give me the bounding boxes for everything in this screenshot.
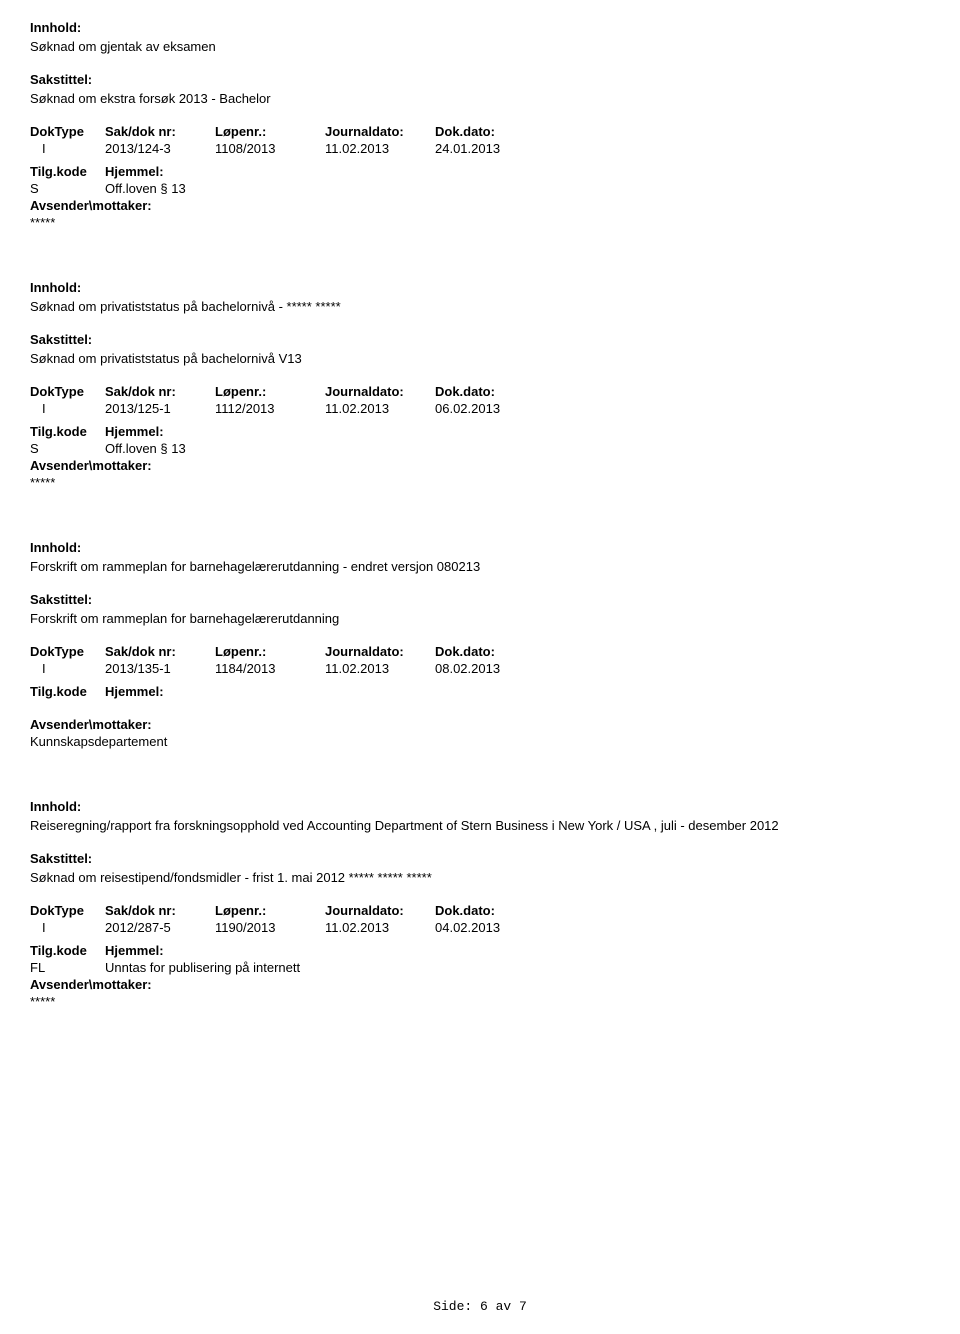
innhold-value: Søknad om gjentak av eksamen — [30, 39, 930, 54]
header-sakdok: Sak/dok nr: — [105, 644, 215, 659]
hjemmel-value-row: SOff.loven § 13 — [30, 181, 930, 196]
header-tilgkode: Tilg.kode — [30, 943, 105, 958]
value-journaldato: 11.02.2013 — [325, 661, 435, 676]
header-tilgkode: Tilg.kode — [30, 164, 105, 179]
header-lopenr: Løpenr.: — [215, 384, 325, 399]
innhold-value: Reiseregning/rapport fra forskningsoppho… — [30, 818, 930, 833]
header-journaldato: Journaldato: — [325, 644, 435, 659]
value-dokdato: 08.02.2013 — [435, 661, 545, 676]
innhold-label: Innhold: — [30, 20, 930, 35]
value-lopenr: 1184/2013 — [215, 661, 325, 676]
innhold-label: Innhold: — [30, 799, 930, 814]
avsender-label: Avsender\mottaker: — [30, 977, 930, 992]
value-hjemmel: Off.loven § 13 — [105, 181, 930, 196]
sakstittel-value: Søknad om reisestipend/fondsmidler - fri… — [30, 870, 930, 885]
sakstittel-label: Sakstittel: — [30, 72, 930, 87]
avsender-value: Kunnskapsdepartement — [30, 734, 930, 749]
journal-entry: Innhold: Søknad om gjentak av eksamen Saks… — [30, 20, 930, 230]
sakstittel-value: Søknad om privatiststatus på bachelorniv… — [30, 351, 930, 366]
avsender-label: Avsender\mottaker: — [30, 717, 930, 732]
value-dokdato: 06.02.2013 — [435, 401, 545, 416]
header-dokdato: Dok.dato: — [435, 644, 545, 659]
header-doktype: DokType — [30, 644, 105, 659]
value-journaldato: 11.02.2013 — [325, 141, 435, 156]
header-lopenr: Løpenr.: — [215, 903, 325, 918]
header-hjemmel: Hjemmel: — [105, 943, 930, 958]
spacer — [30, 701, 930, 717]
header-journaldato: Journaldato: — [325, 903, 435, 918]
hjemmel-header: Tilg.kodeHjemmel: — [30, 943, 930, 958]
header-doktype: DokType — [30, 903, 105, 918]
value-sakdok: 2012/287-5 — [105, 920, 215, 935]
hjemmel-header: Tilg.kodeHjemmel: — [30, 684, 930, 699]
header-journaldato: Journaldato: — [325, 384, 435, 399]
value-sakdok: 2013/125-1 — [105, 401, 215, 416]
innhold-value: Søknad om privatiststatus på bachelorniv… — [30, 299, 930, 314]
header-dokdato: Dok.dato: — [435, 903, 545, 918]
table-data-row: I2013/135-11184/201311.02.201308.02.2013 — [30, 661, 930, 676]
header-hjemmel: Hjemmel: — [105, 164, 930, 179]
value-dokdato: 04.02.2013 — [435, 920, 545, 935]
header-journaldato: Journaldato: — [325, 124, 435, 139]
hjemmel-header: Tilg.kodeHjemmel: — [30, 164, 930, 179]
journal-entry: Innhold: Forskrift om rammeplan for barne… — [30, 540, 930, 749]
value-tilgkode: S — [30, 181, 105, 196]
value-lopenr: 1190/2013 — [215, 920, 325, 935]
header-sakdok: Sak/dok nr: — [105, 384, 215, 399]
sakstittel-label: Sakstittel: — [30, 332, 930, 347]
avsender-value: ***** — [30, 994, 930, 1009]
value-doktype: I — [30, 141, 105, 156]
sakstittel-label: Sakstittel: — [30, 592, 930, 607]
table-data-row: I2012/287-51190/201311.02.201304.02.2013 — [30, 920, 930, 935]
header-lopenr: Løpenr.: — [215, 124, 325, 139]
value-lopenr: 1112/2013 — [215, 401, 325, 416]
page-footer: Side: 6 av 7 — [0, 1299, 960, 1314]
hjemmel-value-row: SOff.loven § 13 — [30, 441, 930, 456]
header-tilgkode: Tilg.kode — [30, 424, 105, 439]
table-data-row: I2013/125-11112/201311.02.201306.02.2013 — [30, 401, 930, 416]
value-journaldato: 11.02.2013 — [325, 401, 435, 416]
avsender-label: Avsender\mottaker: — [30, 198, 930, 213]
value-doktype: I — [30, 401, 105, 416]
value-dokdato: 24.01.2013 — [435, 141, 545, 156]
sakstittel-label: Sakstittel: — [30, 851, 930, 866]
header-dokdato: Dok.dato: — [435, 124, 545, 139]
header-hjemmel: Hjemmel: — [105, 424, 930, 439]
value-tilgkode: S — [30, 441, 105, 456]
header-dokdato: Dok.dato: — [435, 384, 545, 399]
table-header-row: DokTypeSak/dok nr:Løpenr.:Journaldato:Do… — [30, 384, 930, 399]
table-header-row: DokTypeSak/dok nr:Løpenr.:Journaldato:Do… — [30, 644, 930, 659]
table-header-row: DokTypeSak/dok nr:Løpenr.:Journaldato:Do… — [30, 903, 930, 918]
innhold-label: Innhold: — [30, 540, 930, 555]
sakstittel-value: Søknad om ekstra forsøk 2013 - Bachelor — [30, 91, 930, 106]
table-data-row: I2013/124-31108/201311.02.201324.01.2013 — [30, 141, 930, 156]
value-sakdok: 2013/135-1 — [105, 661, 215, 676]
value-journaldato: 11.02.2013 — [325, 920, 435, 935]
value-doktype: I — [30, 920, 105, 935]
header-doktype: DokType — [30, 124, 105, 139]
header-sakdok: Sak/dok nr: — [105, 124, 215, 139]
value-sakdok: 2013/124-3 — [105, 141, 215, 156]
innhold-label: Innhold: — [30, 280, 930, 295]
value-hjemmel: Unntas for publisering på internett — [105, 960, 930, 975]
header-sakdok: Sak/dok nr: — [105, 903, 215, 918]
table-header-row: DokTypeSak/dok nr:Løpenr.:Journaldato:Do… — [30, 124, 930, 139]
innhold-value: Forskrift om rammeplan for barnehagelære… — [30, 559, 930, 574]
header-tilgkode: Tilg.kode — [30, 684, 105, 699]
journal-entry: Innhold: Reiseregning/rapport fra forskni… — [30, 799, 930, 1009]
value-lopenr: 1108/2013 — [215, 141, 325, 156]
avsender-label: Avsender\mottaker: — [30, 458, 930, 473]
value-doktype: I — [30, 661, 105, 676]
sakstittel-value: Forskrift om rammeplan for barnehagelære… — [30, 611, 930, 626]
value-tilgkode: FL — [30, 960, 105, 975]
avsender-value: ***** — [30, 475, 930, 490]
header-lopenr: Løpenr.: — [215, 644, 325, 659]
header-doktype: DokType — [30, 384, 105, 399]
journal-entry: Innhold: Søknad om privatiststatus på bac… — [30, 280, 930, 490]
avsender-value: ***** — [30, 215, 930, 230]
value-hjemmel: Off.loven § 13 — [105, 441, 930, 456]
header-hjemmel: Hjemmel: — [105, 684, 930, 699]
hjemmel-value-row: FLUnntas for publisering på internett — [30, 960, 930, 975]
hjemmel-header: Tilg.kodeHjemmel: — [30, 424, 930, 439]
